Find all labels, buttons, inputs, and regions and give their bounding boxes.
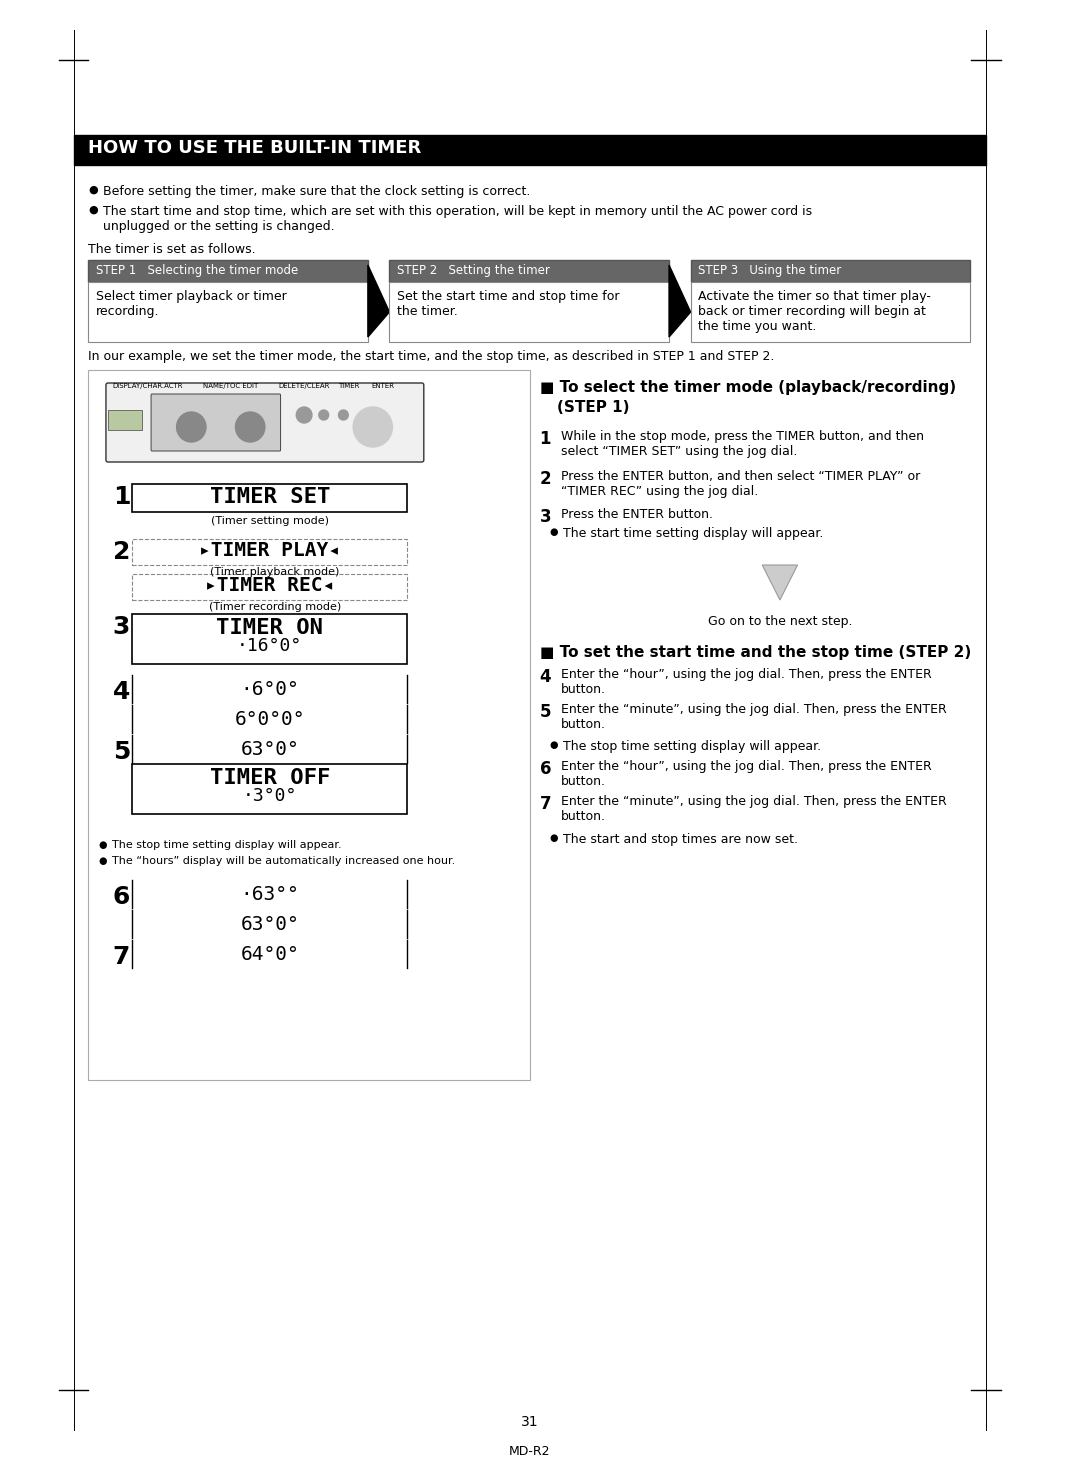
Text: The start time and stop time, which are set with this operation, will be kept in: The start time and stop time, which are …: [103, 205, 812, 233]
Text: ●: ●: [89, 185, 98, 195]
Text: Press the ENTER button, and then select “TIMER PLAY” or
“TIMER REC” using the jo: Press the ENTER button, and then select …: [562, 470, 920, 498]
FancyBboxPatch shape: [89, 282, 368, 343]
FancyBboxPatch shape: [690, 282, 970, 343]
Text: ■ To set the start time and the stop time (STEP 2): ■ To set the start time and the stop tim…: [540, 645, 971, 660]
Text: DISPLAY/CHAR.ACTR: DISPLAY/CHAR.ACTR: [112, 383, 183, 388]
Text: STEP 3   Using the timer: STEP 3 Using the timer: [699, 264, 841, 278]
Text: TIMER OFF: TIMER OFF: [210, 768, 330, 789]
FancyBboxPatch shape: [108, 411, 143, 430]
Text: (STEP 1): (STEP 1): [557, 400, 630, 415]
Text: Enter the “minute”, using the jog dial. Then, press the ENTER
button.: Enter the “minute”, using the jog dial. …: [562, 703, 947, 731]
Text: ●: ●: [550, 527, 558, 538]
Text: The start time setting display will appear.: The start time setting display will appe…: [563, 527, 823, 541]
FancyBboxPatch shape: [133, 614, 407, 665]
FancyBboxPatch shape: [690, 260, 970, 282]
FancyBboxPatch shape: [390, 260, 669, 282]
Text: ▸TIMER PLAY◂: ▸TIMER PLAY◂: [200, 541, 340, 560]
Text: 64°0°: 64°0°: [241, 945, 299, 964]
Text: STEP 2   Setting the timer: STEP 2 Setting the timer: [397, 264, 550, 278]
Text: 6: 6: [112, 885, 131, 908]
Text: Activate the timer so that timer play-
back or timer recording will begin at
the: Activate the timer so that timer play- b…: [699, 289, 931, 332]
Text: 1: 1: [112, 484, 131, 510]
Text: Press the ENTER button.: Press the ENTER button.: [562, 508, 713, 521]
FancyBboxPatch shape: [133, 484, 407, 513]
Circle shape: [338, 411, 348, 419]
Text: 3: 3: [112, 614, 131, 640]
Text: The stop time setting display will appear.: The stop time setting display will appea…: [563, 740, 821, 753]
FancyBboxPatch shape: [106, 383, 423, 462]
Text: The start and stop times are now set.: The start and stop times are now set.: [563, 833, 798, 846]
FancyBboxPatch shape: [151, 394, 281, 450]
Text: In our example, we set the timer mode, the start time, and the stop time, as des: In our example, we set the timer mode, t…: [89, 350, 774, 363]
Text: ·16°0°: ·16°0°: [238, 637, 302, 654]
Text: The timer is set as follows.: The timer is set as follows.: [89, 244, 256, 256]
Text: ●: ●: [550, 740, 558, 750]
Text: While in the stop mode, press the TIMER button, and then
select “TIMER SET” usin: While in the stop mode, press the TIMER …: [562, 430, 924, 458]
Text: 1: 1: [540, 430, 551, 448]
Text: 63°0°: 63°0°: [241, 740, 299, 759]
Text: ·6°0°: ·6°0°: [241, 679, 299, 699]
Text: TIMER ON: TIMER ON: [216, 617, 323, 638]
FancyBboxPatch shape: [133, 539, 407, 566]
Text: 4: 4: [112, 679, 131, 705]
Polygon shape: [368, 264, 390, 337]
Text: (Timer playback mode): (Timer playback mode): [210, 567, 339, 578]
Text: MD-R2: MD-R2: [509, 1445, 551, 1458]
Text: ·3°0°: ·3°0°: [243, 787, 297, 805]
Text: TIMER: TIMER: [338, 383, 359, 388]
Text: ●: ●: [550, 833, 558, 843]
Text: ●: ●: [98, 857, 107, 866]
Text: ●: ●: [89, 205, 98, 216]
Text: (Timer recording mode): (Timer recording mode): [208, 603, 341, 611]
Text: 2: 2: [540, 470, 551, 487]
Text: STEP 1   Selecting the timer mode: STEP 1 Selecting the timer mode: [96, 264, 298, 278]
Text: 2: 2: [112, 541, 131, 564]
FancyBboxPatch shape: [390, 282, 669, 343]
Text: NAME/TOC EDIT: NAME/TOC EDIT: [203, 383, 258, 388]
Text: 6: 6: [540, 761, 551, 778]
FancyBboxPatch shape: [133, 575, 407, 600]
FancyBboxPatch shape: [89, 260, 368, 282]
Text: DELETE/CLEAR: DELETE/CLEAR: [279, 383, 329, 388]
Circle shape: [353, 408, 392, 448]
Polygon shape: [669, 264, 690, 337]
Text: 6°0°0°: 6°0°0°: [234, 710, 305, 730]
Text: Select timer playback or timer
recording.: Select timer playback or timer recording…: [96, 289, 287, 318]
Text: Enter the “minute”, using the jog dial. Then, press the ENTER
button.: Enter the “minute”, using the jog dial. …: [562, 795, 947, 823]
Text: ·63°°: ·63°°: [241, 885, 299, 904]
FancyBboxPatch shape: [133, 764, 407, 814]
Text: 5: 5: [112, 740, 131, 764]
Text: Enter the “hour”, using the jog dial. Then, press the ENTER
button.: Enter the “hour”, using the jog dial. Th…: [562, 761, 932, 789]
Text: 4: 4: [540, 668, 551, 685]
Text: 3: 3: [540, 508, 551, 526]
Circle shape: [319, 411, 328, 419]
Text: (Timer setting mode): (Timer setting mode): [211, 515, 328, 526]
Text: ■ To select the timer mode (playback/recording): ■ To select the timer mode (playback/rec…: [540, 380, 956, 394]
Text: TIMER SET: TIMER SET: [210, 487, 330, 507]
Circle shape: [296, 408, 312, 422]
Text: Before setting the timer, make sure that the clock setting is correct.: Before setting the timer, make sure that…: [103, 185, 530, 198]
Text: ENTER: ENTER: [372, 383, 394, 388]
Text: 63°0°: 63°0°: [241, 914, 299, 933]
Text: 7: 7: [540, 795, 551, 812]
Text: Set the start time and stop time for
the timer.: Set the start time and stop time for the…: [397, 289, 620, 318]
Text: Go on to the next step.: Go on to the next step.: [707, 614, 852, 628]
Text: 31: 31: [521, 1415, 539, 1430]
Text: The stop time setting display will appear.: The stop time setting display will appea…: [112, 840, 341, 849]
Circle shape: [235, 412, 265, 442]
Circle shape: [177, 412, 206, 442]
Text: HOW TO USE THE BUILT-IN TIMER: HOW TO USE THE BUILT-IN TIMER: [89, 139, 421, 157]
Polygon shape: [762, 566, 797, 600]
FancyBboxPatch shape: [73, 134, 986, 165]
FancyBboxPatch shape: [89, 371, 530, 1080]
Text: Enter the “hour”, using the jog dial. Then, press the ENTER
button.: Enter the “hour”, using the jog dial. Th…: [562, 668, 932, 696]
Text: The “hours” display will be automatically increased one hour.: The “hours” display will be automaticall…: [112, 857, 455, 866]
Text: ●: ●: [98, 840, 107, 849]
Text: ▸TIMER REC◂: ▸TIMER REC◂: [205, 576, 335, 595]
Text: 5: 5: [540, 703, 551, 721]
Text: 7: 7: [112, 945, 131, 969]
